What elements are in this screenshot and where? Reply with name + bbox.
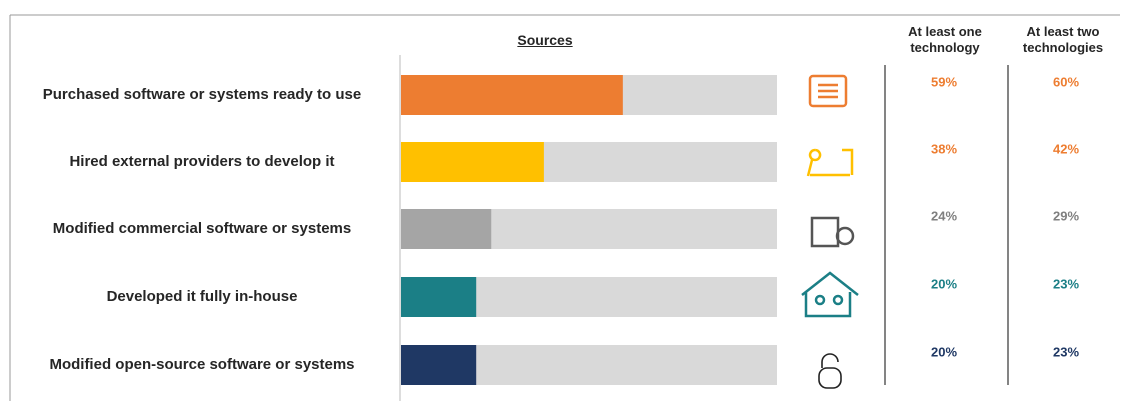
- icon: [806, 148, 854, 177]
- bar: [401, 345, 477, 385]
- icon: [818, 83, 838, 99]
- icon: [835, 226, 855, 246]
- icon: [832, 294, 844, 306]
- bar: [401, 209, 492, 249]
- icon: [810, 216, 840, 248]
- bar: [401, 75, 623, 115]
- icon: [818, 367, 842, 389]
- icon: [808, 74, 848, 108]
- value-label: 23%: [1053, 276, 1079, 291]
- icon: [821, 353, 839, 368]
- value-label: 23%: [1053, 344, 1079, 359]
- chart-title: Sources: [517, 32, 573, 48]
- icons: [801, 74, 859, 389]
- value-label: 38%: [931, 141, 957, 156]
- category-label: Hired external providers to develop it: [69, 153, 335, 170]
- category-label: Developed it fully in-house: [106, 288, 298, 305]
- value-label: 42%: [1053, 141, 1079, 156]
- category-label: Modified open-source software or systems: [49, 356, 355, 373]
- value-label: 60%: [1053, 74, 1079, 89]
- value-label: 20%: [931, 344, 957, 359]
- value-label: 24%: [931, 208, 957, 223]
- icon: [814, 294, 826, 306]
- value-label: 29%: [1053, 208, 1079, 223]
- category-label: Purchased software or systems ready to u…: [42, 86, 362, 103]
- value-label: 59%: [931, 74, 957, 89]
- category-label: Modified commercial software or systems: [52, 220, 352, 237]
- bar: [401, 277, 477, 317]
- column-header: At least two technologies: [1022, 24, 1104, 55]
- bar: [401, 142, 544, 182]
- value-label: 20%: [931, 276, 957, 291]
- column-header: At least one technology: [908, 24, 982, 55]
- icon: [801, 271, 859, 318]
